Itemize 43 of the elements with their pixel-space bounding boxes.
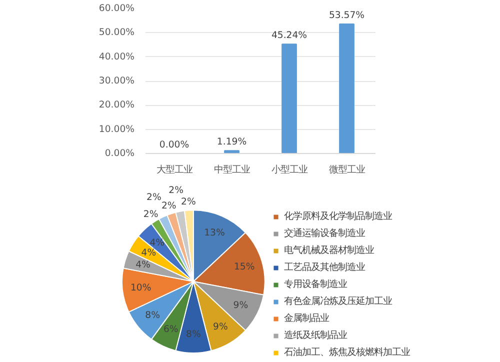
legend-label: 金属制品业: [284, 312, 329, 326]
data-label: 15%: [234, 261, 255, 272]
legend-label: 有色金属冶炼及压延加工业: [284, 295, 392, 309]
data-label: 4%: [150, 237, 165, 248]
y-tick-label: 40.00%: [98, 51, 135, 62]
y-tick-label: 30.00%: [98, 76, 135, 86]
data-label: 1.19%: [216, 136, 247, 148]
y-tick-label: 0.00%: [104, 148, 135, 159]
legend-label: 电气机械及器材制造业: [284, 244, 374, 258]
bar: [224, 150, 240, 154]
legend-label: 交通运输设备制造业: [284, 227, 365, 241]
data-label: 0.00%: [159, 140, 190, 150]
y-tick-label: 60.00%: [98, 3, 135, 14]
data-label: 9%: [233, 300, 248, 312]
data-label: 10%: [130, 282, 152, 294]
x-tick-label: 微型工业: [328, 164, 365, 176]
data-label: 2%: [168, 184, 184, 196]
x-tick-label: 小型工业: [271, 164, 308, 176]
x-tick-label: 大型工业: [156, 164, 192, 176]
bar: [339, 24, 354, 154]
legend-label: 专用设备制造业: [284, 278, 347, 292]
legend-label: 造纸及纸制品业: [284, 329, 347, 343]
y-tick-label: 10.00%: [98, 124, 135, 135]
x-tick-label: 中型工业: [214, 164, 250, 176]
data-label: 2%: [161, 200, 176, 212]
data-label: 9%: [213, 322, 228, 333]
y-tick-label: 50.00%: [98, 27, 135, 38]
data-label: 53.57%: [328, 10, 365, 22]
data-label: 6%: [163, 324, 178, 335]
data-label: 4%: [136, 260, 151, 271]
data-label: 2%: [143, 208, 158, 220]
legend-label: 工艺品及其他制造业: [284, 261, 365, 275]
data-label: 8%: [186, 329, 201, 340]
legend-label: 化学原料及化学制品制造业: [284, 210, 392, 224]
data-label: 45.24%: [271, 30, 308, 42]
legend-label: 石油加工、炼焦及核燃料加工业: [284, 346, 410, 360]
data-label: 8%: [145, 310, 160, 321]
data-label: 13%: [204, 227, 225, 238]
bar: [282, 44, 297, 154]
data-label: 2%: [181, 196, 196, 208]
y-tick-label: 20.00%: [98, 100, 135, 111]
data-label: 4%: [141, 248, 156, 259]
data-label: 2%: [146, 192, 162, 204]
